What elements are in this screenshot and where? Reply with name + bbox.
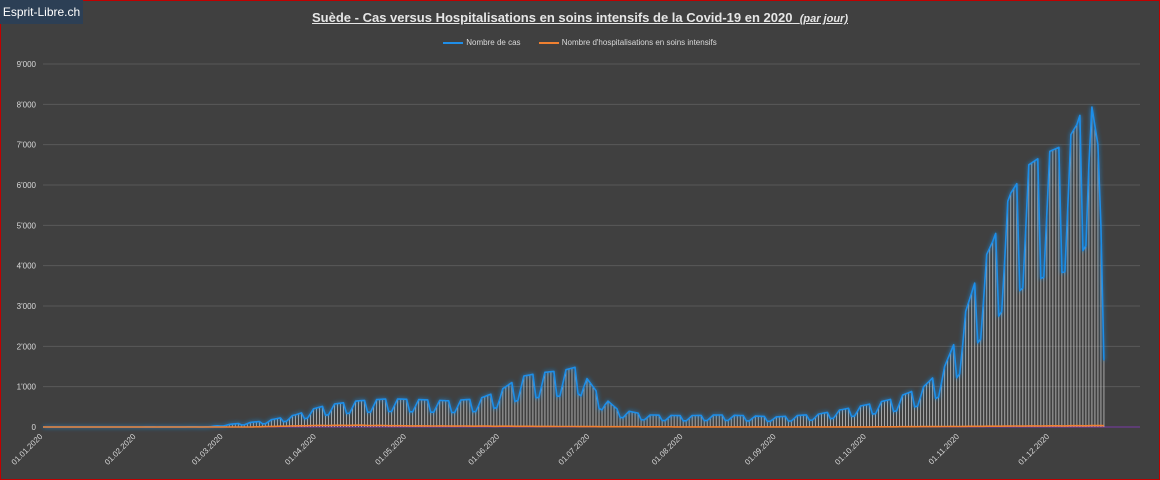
y-tick-label: 2'000 (17, 342, 37, 351)
y-tick-label: 6'000 (17, 181, 37, 190)
x-axis-labels: 01.01.2020 01.02.2020 01.03.2020 01.04.2020… (10, 432, 1052, 467)
site-logo[interactable]: Esprit-Libre.ch (0, 0, 83, 24)
legend-label-icu: Nombre d'hospitalisations en soins inten… (561, 38, 717, 47)
chart-title: Suède - Cas versus Hospitalisations en s… (0, 10, 1160, 25)
legend-swatch-icu (538, 41, 559, 44)
y-tick-label: 3'000 (17, 302, 37, 311)
series-lines (43, 106, 1105, 428)
x-tick-label: 01.12.2020 (1017, 432, 1052, 467)
y-tick-label: 1'000 (17, 383, 37, 392)
legend-item-cases: Nombre de cas (443, 38, 521, 47)
legend: Nombre de cas Nombre d'hospitalisations … (0, 38, 1160, 47)
x-tick-label: 01.01.2020 (10, 432, 45, 467)
daily-bars (141, 107, 1105, 427)
chart-subtitle: (par jour) (799, 13, 848, 25)
x-tick-label: 01.03.2020 (190, 432, 225, 467)
y-tick-label: 8'000 (17, 100, 37, 109)
legend-item-icu: Nombre d'hospitalisations en soins inten… (538, 38, 717, 47)
legend-label-cases: Nombre de cas (466, 38, 521, 47)
y-tick-label: 0 (32, 423, 37, 432)
y-axis-labels: 0 1'000 2'000 3'000 4'000 5'000 6'000 7'000 8'00… (17, 60, 37, 432)
legend-swatch-cases (443, 41, 464, 44)
x-tick-label: 01.11.2020 (927, 432, 962, 467)
x-tick-label: 01.02.2020 (103, 432, 138, 467)
y-tick-label: 7'000 (17, 141, 37, 150)
y-tick-label: 9'000 (17, 60, 37, 69)
x-tick-label: 01.10.2020 (833, 432, 868, 467)
y-tick-label: 5'000 (17, 221, 37, 230)
x-tick-label: 01.04.2020 (283, 432, 318, 467)
x-tick-label: 01.06.2020 (467, 432, 502, 467)
series-line-icu (43, 424, 1104, 428)
series-line-cases (43, 106, 1105, 428)
x-tick-label: 01.09.2020 (743, 432, 778, 467)
chart-title-text: Suède - Cas versus Hospitalisations en s… (312, 10, 793, 25)
gridlines (43, 63, 1140, 428)
x-tick-label: 01.05.2020 (373, 432, 408, 467)
y-tick-label: 4'000 (17, 262, 37, 271)
x-tick-label: 01.08.2020 (650, 432, 685, 467)
x-tick-label: 01.07.2020 (557, 432, 592, 467)
